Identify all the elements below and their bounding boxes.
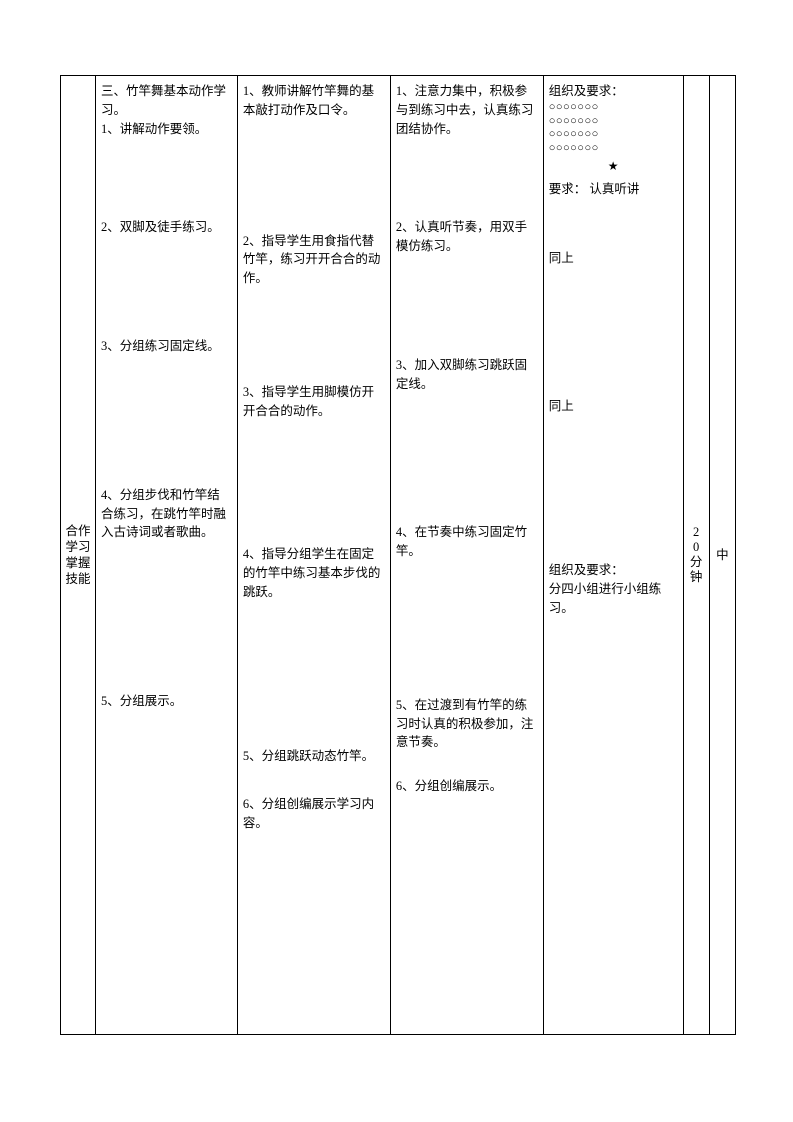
student-text: 1、注意力集中，积极参与到练习中去，认真练习团结协作。	[396, 82, 538, 138]
teacher-segment-4: 4、指导分组学生在固定的竹竿中练习基本步伐的跳跃。	[243, 545, 385, 601]
teacher-text: 2、指导学生用食指代替竹竿，练习开开合合的动作。	[243, 232, 385, 288]
star-icon: ★	[549, 157, 678, 175]
org-segment-4: 组织及要求： 分四小组进行小组练习。	[549, 561, 678, 617]
circles-row: ○○○○○○○	[549, 142, 678, 156]
content-text: 4、分组步伐和竹竿结合练习，在跳竹竿时融入古诗词或者歌曲。	[101, 486, 232, 542]
org-same: 同上	[549, 249, 678, 268]
lesson-plan-table: 合作学习掌握技能 三、竹竿舞基本动作学习。 1、讲解动作要领。 2、双脚及徒手练…	[60, 75, 736, 1035]
content-cell: 三、竹竿舞基本动作学习。 1、讲解动作要领。 2、双脚及徒手练习。 3、分组练习…	[95, 76, 237, 1035]
time-cell: 2 0 分 钟	[683, 76, 709, 1035]
time-digit: 2	[684, 525, 709, 540]
student-cell: 1、注意力集中，积极参与到练习中去，认真练习团结协作。 2、认真听节奏，用双手模…	[390, 76, 543, 1035]
student-text: 5、在过渡到有竹竿的练习时认真的积极参加，注意节奏。	[396, 696, 538, 752]
student-segment-5: 5、在过渡到有竹竿的练习时认真的积极参加，注意节奏。	[396, 696, 538, 752]
teacher-cell: 1、教师讲解竹竿舞的基本敲打动作及口令。 2、指导学生用食指代替竹竿，练习开开合…	[237, 76, 390, 1035]
load-level: 中	[716, 548, 729, 562]
time-unit: 分	[684, 555, 709, 570]
org-cell: 组织及要求： ○○○○○○○ ○○○○○○○ ○○○○○○○ ○○○○○○○ ★…	[543, 76, 683, 1035]
circles-row: ○○○○○○○	[549, 115, 678, 129]
org-segment-3: 同上	[549, 397, 678, 416]
circles-diagram: ○○○○○○○ ○○○○○○○ ○○○○○○○ ○○○○○○○	[549, 101, 678, 156]
teacher-segment-3: 3、指导学生用脚模仿开开合合的动作。	[243, 383, 385, 421]
student-text: 2、认真听节奏，用双手模仿练习。	[396, 218, 538, 256]
org-header: 组织及要求：	[549, 82, 678, 101]
circles-row: ○○○○○○○	[549, 128, 678, 142]
content-text: 3、分组练习固定线。	[101, 337, 232, 356]
student-segment-4: 4、在节奏中练习固定竹竿。	[396, 523, 538, 561]
content-text: 三、竹竿舞基本动作学习。	[101, 82, 232, 120]
content-segment-1: 三、竹竿舞基本动作学习。 1、讲解动作要领。	[101, 82, 232, 138]
teacher-segment-1: 1、教师讲解竹竿舞的基本敲打动作及口令。	[243, 82, 385, 120]
org-group: 分四小组进行小组练习。	[549, 580, 678, 618]
section-title: 合作学习掌握技能	[63, 523, 93, 588]
student-text: 6、分组创编展示。	[396, 777, 538, 796]
student-text: 3、加入双脚练习跳跃固定线。	[396, 356, 538, 394]
student-segment-6: 6、分组创编展示。	[396, 777, 538, 796]
student-segment-1: 1、注意力集中，积极参与到练习中去，认真练习团结协作。	[396, 82, 538, 138]
content-segment-2: 2、双脚及徒手练习。	[101, 218, 232, 237]
teacher-text: 4、指导分组学生在固定的竹竿中练习基本步伐的跳跃。	[243, 545, 385, 601]
content-text: 2、双脚及徒手练习。	[101, 218, 232, 237]
table-row: 合作学习掌握技能 三、竹竿舞基本动作学习。 1、讲解动作要领。 2、双脚及徒手练…	[61, 76, 736, 1035]
load-cell: 中	[709, 76, 735, 1035]
teacher-segment-5: 5、分组跳跃动态竹竿。	[243, 747, 385, 766]
content-text: 5、分组展示。	[101, 692, 232, 711]
content-segment-3: 3、分组练习固定线。	[101, 337, 232, 356]
teacher-text: 1、教师讲解竹竿舞的基本敲打动作及口令。	[243, 82, 385, 120]
circles-row: ○○○○○○○	[549, 101, 678, 115]
org-segment-1: 组织及要求： ○○○○○○○ ○○○○○○○ ○○○○○○○ ○○○○○○○ ★…	[549, 82, 678, 199]
time-digit: 0	[684, 540, 709, 555]
teacher-text: 3、指导学生用脚模仿开开合合的动作。	[243, 383, 385, 421]
teacher-text: 6、分组创编展示学习内容。	[243, 795, 385, 833]
teacher-segment-6: 6、分组创编展示学习内容。	[243, 795, 385, 833]
student-segment-2: 2、认真听节奏，用双手模仿练习。	[396, 218, 538, 256]
org-same: 同上	[549, 397, 678, 416]
content-text: 1、讲解动作要领。	[101, 120, 232, 139]
teacher-segment-2: 2、指导学生用食指代替竹竿，练习开开合合的动作。	[243, 232, 385, 288]
content-segment-4: 4、分组步伐和竹竿结合练习，在跳竹竿时融入古诗词或者歌曲。	[101, 486, 232, 542]
teacher-text: 5、分组跳跃动态竹竿。	[243, 747, 385, 766]
org-segment-2: 同上	[549, 249, 678, 268]
org-requirement: 要求： 认真听讲	[549, 180, 678, 199]
time-unit: 钟	[684, 570, 709, 585]
student-text: 4、在节奏中练习固定竹竿。	[396, 523, 538, 561]
org-header: 组织及要求：	[549, 561, 678, 580]
content-segment-5: 5、分组展示。	[101, 692, 232, 711]
section-cell: 合作学习掌握技能	[61, 76, 96, 1035]
student-segment-3: 3、加入双脚练习跳跃固定线。	[396, 356, 538, 394]
